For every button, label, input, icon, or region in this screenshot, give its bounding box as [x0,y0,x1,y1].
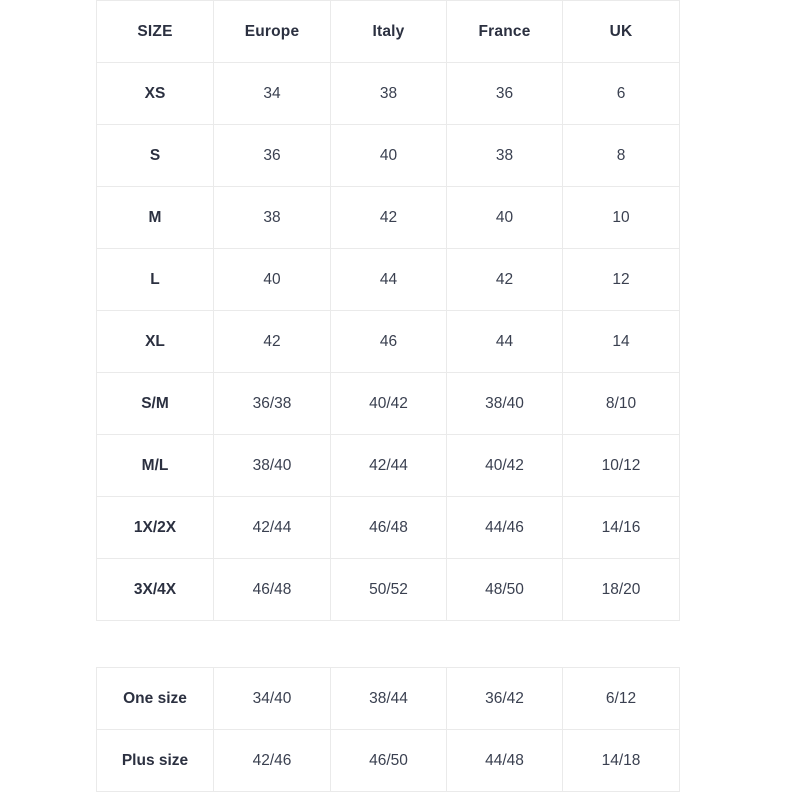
cell-italy: 38/44 [330,667,447,730]
cell-uk: 10/12 [562,434,680,497]
cell-europe: 40 [213,248,331,311]
cell-france: 44 [446,310,563,373]
column-header-uk: UK [562,0,680,63]
cell-uk: 14 [562,310,680,373]
cell-uk: 6/12 [562,667,680,730]
cell-uk: 6 [562,62,680,125]
cell-uk: 8 [562,124,680,187]
table-row: M/L 38/40 42/44 40/42 10/12 [96,434,680,497]
cell-uk: 10 [562,186,680,249]
cell-france: 36/42 [446,667,563,730]
main-size-table-container: SIZE Europe Italy France UK XS 34 38 36 … [96,0,680,621]
table-row: M 38 42 40 10 [96,186,680,249]
summary-size-table: One size 34/40 38/44 36/42 6/12 Plus siz… [96,667,680,792]
table-row: XL 42 46 44 14 [96,310,680,373]
cell-france: 42 [446,248,563,311]
cell-france: 40/42 [446,434,563,497]
cell-italy: 42/44 [330,434,447,497]
table-row: Plus size 42/46 46/50 44/48 14/18 [96,729,680,792]
cell-italy: 46/50 [330,729,447,792]
cell-italy: 46 [330,310,447,373]
cell-italy: 42 [330,186,447,249]
cell-uk: 18/20 [562,558,680,621]
cell-europe: 38/40 [213,434,331,497]
cell-europe: 42 [213,310,331,373]
table-row: One size 34/40 38/44 36/42 6/12 [96,667,680,730]
table-row: 1X/2X 42/44 46/48 44/46 14/16 [96,496,680,559]
cell-europe: 42/46 [213,729,331,792]
cell-italy: 40/42 [330,372,447,435]
table-row: S 36 40 38 8 [96,124,680,187]
cell-france: 44/46 [446,496,563,559]
cell-italy: 46/48 [330,496,447,559]
cell-france: 48/50 [446,558,563,621]
row-label-xs: XS [96,62,214,125]
table-row: S/M 36/38 40/42 38/40 8/10 [96,372,680,435]
column-header-italy: Italy [330,0,447,63]
cell-france: 40 [446,186,563,249]
main-size-table-header: SIZE Europe Italy France UK [96,0,680,63]
cell-italy: 38 [330,62,447,125]
cell-italy: 50/52 [330,558,447,621]
column-header-europe: Europe [213,0,331,63]
cell-uk: 12 [562,248,680,311]
summary-size-table-body: One size 34/40 38/44 36/42 6/12 Plus siz… [96,667,680,792]
cell-uk: 14/16 [562,496,680,559]
cell-europe: 34 [213,62,331,125]
row-label-one-size: One size [96,667,214,730]
cell-uk: 8/10 [562,372,680,435]
row-label-1x-2x: 1X/2X [96,496,214,559]
cell-france: 38/40 [446,372,563,435]
cell-uk: 14/18 [562,729,680,792]
table-row: XS 34 38 36 6 [96,62,680,125]
row-label-s-m: S/M [96,372,214,435]
row-label-xl: XL [96,310,214,373]
row-label-3x-4x: 3X/4X [96,558,214,621]
row-label-l: L [96,248,214,311]
cell-france: 44/48 [446,729,563,792]
table-row: L 40 44 42 12 [96,248,680,311]
cell-europe: 36 [213,124,331,187]
column-header-france: France [446,0,563,63]
column-header-size: SIZE [96,0,214,63]
cell-europe: 42/44 [213,496,331,559]
main-size-table: SIZE Europe Italy France UK XS 34 38 36 … [96,0,680,621]
cell-italy: 44 [330,248,447,311]
cell-europe: 34/40 [213,667,331,730]
table-header-row: SIZE Europe Italy France UK [96,0,680,63]
cell-france: 36 [446,62,563,125]
table-row: 3X/4X 46/48 50/52 48/50 18/20 [96,558,680,621]
cell-france: 38 [446,124,563,187]
cell-europe: 38 [213,186,331,249]
cell-europe: 36/38 [213,372,331,435]
row-label-m-l: M/L [96,434,214,497]
main-size-table-body: XS 34 38 36 6 S 36 40 38 8 M 38 42 [96,62,680,621]
cell-italy: 40 [330,124,447,187]
summary-size-table-container: One size 34/40 38/44 36/42 6/12 Plus siz… [96,667,680,792]
cell-europe: 46/48 [213,558,331,621]
row-label-m: M [96,186,214,249]
row-label-plus-size: Plus size [96,729,214,792]
row-label-s: S [96,124,214,187]
